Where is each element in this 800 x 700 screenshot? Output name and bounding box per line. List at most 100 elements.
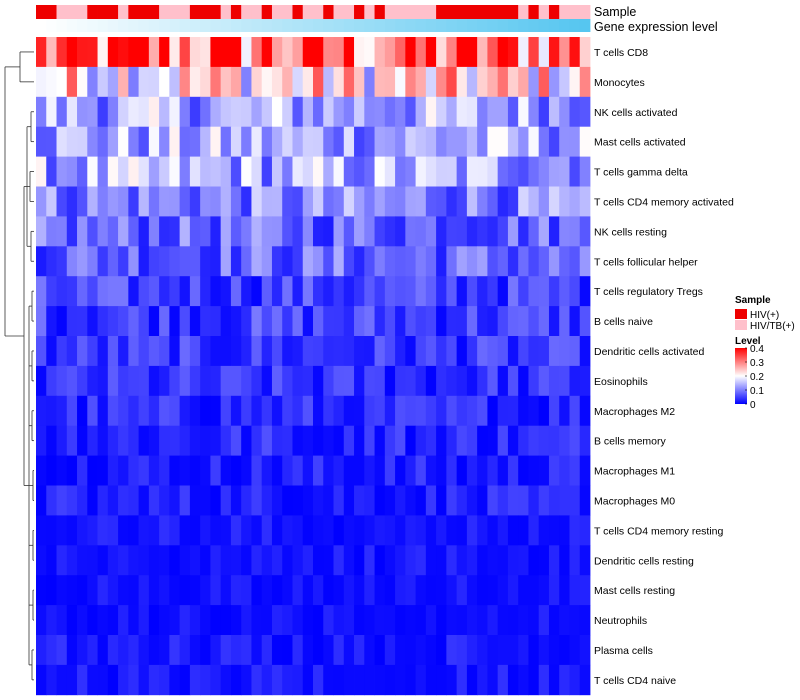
heatmap-cell [179, 635, 191, 666]
heatmap-cell [548, 605, 560, 636]
heatmap-cell [507, 365, 519, 397]
heatmap-cell [333, 156, 345, 187]
heatmap-cell [159, 276, 170, 307]
heatmap-cell [261, 336, 273, 367]
heatmap-cell [118, 365, 129, 397]
heatmap-cell [518, 96, 529, 128]
heatmap-cell [66, 365, 78, 397]
heatmap-cell [343, 126, 355, 157]
expression-annotation-cell [118, 19, 129, 32]
heatmap-cell [446, 664, 458, 696]
heatmap-cell [107, 575, 119, 606]
heatmap-cell [241, 246, 252, 277]
heatmap-cell [364, 66, 375, 98]
heatmap-cell [364, 37, 375, 68]
heatmap-cell [56, 246, 68, 277]
heatmap-cell [538, 395, 550, 427]
heatmap-cell [415, 66, 427, 98]
heatmap-cell [477, 66, 488, 98]
heatmap-cell [261, 306, 273, 337]
heatmap-cell [220, 515, 232, 546]
heatmap-cell [261, 605, 273, 636]
heatmap-cell [200, 485, 211, 516]
heatmap-cell [548, 545, 560, 576]
heatmap-cell [405, 605, 416, 636]
heatmap-cell [395, 425, 406, 456]
expression-annotation-cell [364, 19, 375, 32]
heatmap-cell [230, 216, 242, 247]
heatmap-cell [169, 575, 181, 606]
expression-annotation-cell [569, 19, 581, 32]
heatmap-cell [313, 605, 324, 636]
heatmap-cell [559, 395, 570, 427]
heatmap-cell [487, 336, 499, 367]
heatmap-cell [220, 156, 232, 187]
heatmap-cell [538, 126, 550, 157]
heatmap-cell [179, 605, 191, 636]
heatmap-cell [292, 515, 304, 546]
heatmap-cell [395, 276, 406, 307]
heatmap-cell [189, 485, 201, 516]
heatmap-cell [282, 66, 293, 98]
heatmap-cell [528, 306, 540, 337]
heatmap-cell [374, 455, 386, 486]
heatmap-cell [415, 156, 427, 187]
heatmap-cell [282, 306, 293, 337]
heatmap-cell [282, 605, 293, 636]
heatmap-cell [56, 96, 68, 128]
heatmap-cell [374, 425, 386, 456]
expression-annotation-cell [538, 19, 550, 32]
heatmap-cell [128, 365, 139, 397]
heatmap-cell [302, 37, 314, 68]
heatmap-cell [446, 365, 458, 397]
heatmap-cell [97, 575, 109, 606]
heatmap-cell [210, 216, 222, 247]
heatmap-cell [395, 246, 406, 277]
heatmap-cell [179, 276, 191, 307]
heatmap-cell [128, 126, 139, 157]
heatmap-cell [384, 96, 396, 128]
heatmap-cell [97, 306, 109, 337]
heatmap-cell [456, 485, 468, 516]
heatmap-cell [507, 635, 519, 666]
heatmap-cell [251, 485, 263, 516]
heatmap-cell [446, 96, 458, 128]
heatmap-cell [364, 156, 375, 187]
heatmap-cell [36, 37, 47, 68]
heatmap-cell [251, 246, 263, 277]
expression-annotation-cell [343, 19, 355, 32]
heatmap-cell [579, 66, 591, 98]
heatmap-cell [374, 306, 386, 337]
heatmap-cell [138, 664, 150, 696]
row-label: T cells CD4 naive [594, 675, 676, 687]
heatmap-cell [302, 545, 314, 576]
row-dendrogram [4, 51, 34, 681]
heatmap-cell [415, 515, 427, 546]
heatmap-cell [302, 126, 314, 157]
heatmap-cell [159, 186, 170, 217]
heatmap-cell [97, 96, 109, 128]
heatmap-cell [405, 575, 416, 606]
heatmap-cell [77, 545, 88, 576]
sample-annotation-cell [415, 5, 427, 19]
heatmap-cell [395, 455, 406, 486]
heatmap-cell [395, 37, 406, 68]
heatmap-cell [148, 186, 160, 217]
heatmap-cell [507, 664, 519, 696]
heatmap-cell [282, 515, 293, 546]
heatmap-cell [56, 186, 68, 217]
heatmap-cell [323, 545, 334, 576]
heatmap-cell [333, 246, 345, 277]
heatmap-cell [497, 575, 509, 606]
heatmap-cell [466, 575, 478, 606]
heatmap-cell [118, 186, 129, 217]
heatmap-cell [148, 605, 160, 636]
heatmap-cell [138, 605, 150, 636]
heatmap-cell [292, 635, 304, 666]
heatmap-cell [107, 276, 119, 307]
sample-annotation-cell [271, 5, 283, 19]
heatmap-cell [220, 66, 232, 98]
row-label: Monocytes [594, 77, 645, 89]
heatmap-cell [77, 246, 88, 277]
heatmap-cell [425, 425, 437, 456]
